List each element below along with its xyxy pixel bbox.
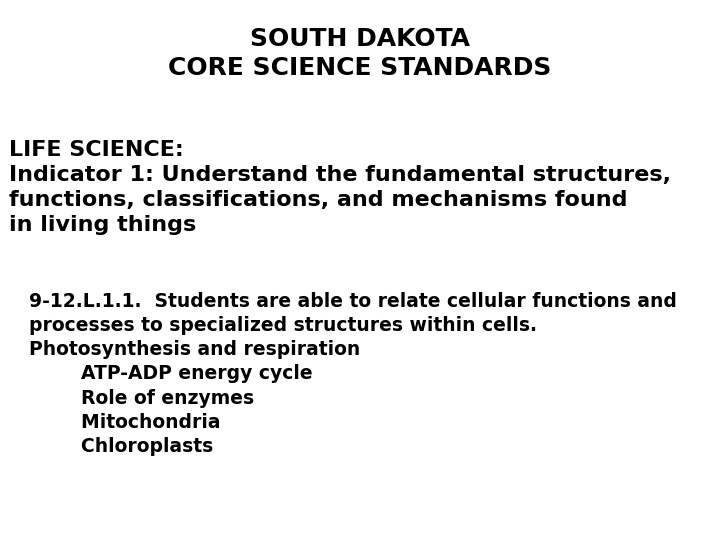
Text: 9-12.L.1.1.  Students are able to relate cellular functions and
processes to spe: 9-12.L.1.1. Students are able to relate …: [29, 292, 677, 456]
Text: LIFE SCIENCE:
Indicator 1: Understand the fundamental structures,
functions, cla: LIFE SCIENCE: Indicator 1: Understand th…: [9, 140, 670, 235]
Text: SOUTH DAKOTA
CORE SCIENCE STANDARDS: SOUTH DAKOTA CORE SCIENCE STANDARDS: [168, 27, 552, 80]
